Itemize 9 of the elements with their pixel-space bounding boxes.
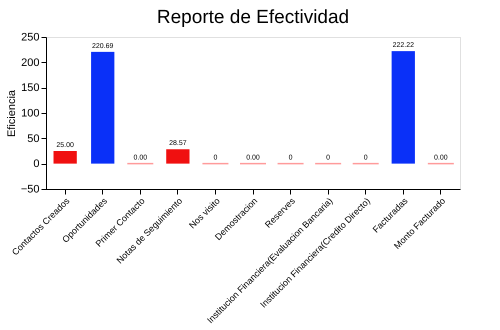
y-tick-label: 200 bbox=[21, 56, 40, 69]
chart-title: Reporte de Efectividad bbox=[156, 7, 350, 28]
y-axis-title: Eficiencia bbox=[6, 89, 18, 138]
y-tick-label: −50 bbox=[20, 184, 40, 196]
y-tick-label: 0 bbox=[33, 158, 40, 170]
y-tick-label: 100 bbox=[21, 108, 40, 120]
y-tick-label: 250 bbox=[21, 32, 40, 44]
y-tick-label: 150 bbox=[21, 82, 40, 94]
y-tick-label: 50 bbox=[27, 132, 40, 145]
